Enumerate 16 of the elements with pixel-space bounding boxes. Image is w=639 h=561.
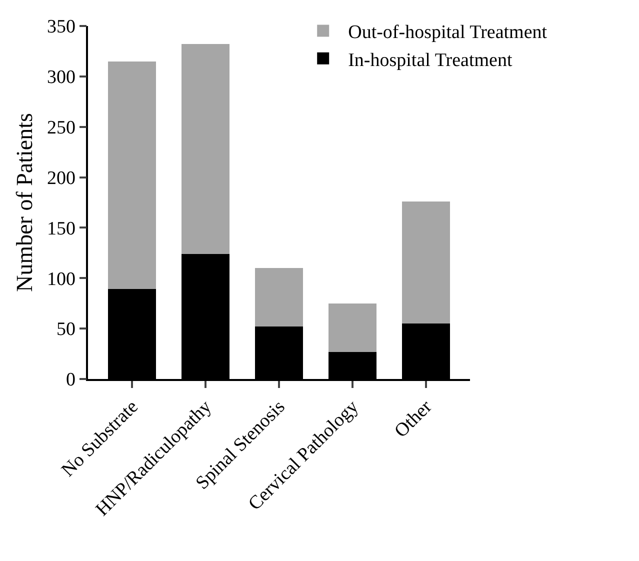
y-axis-title: Number of Patients — [12, 113, 37, 292]
legend-label: Out-of-hospital Treatment — [348, 22, 548, 44]
y-tick-label: 150 — [46, 218, 76, 240]
y-tick-label: 100 — [46, 268, 76, 290]
bar — [328, 303, 376, 352]
legend-label: In-hospital Treatment — [348, 50, 513, 71]
bar — [402, 201, 450, 324]
y-tick-label: 50 — [56, 319, 76, 340]
bar — [108, 61, 156, 290]
y-tick-label: 200 — [46, 168, 76, 189]
y-tick-label: 300 — [46, 67, 76, 88]
y-tick-label: 350 — [46, 16, 76, 38]
bar — [255, 268, 303, 327]
y-tick-label: 0 — [66, 370, 76, 391]
y-tick-label: 250 — [46, 118, 76, 139]
bar — [182, 44, 230, 254]
